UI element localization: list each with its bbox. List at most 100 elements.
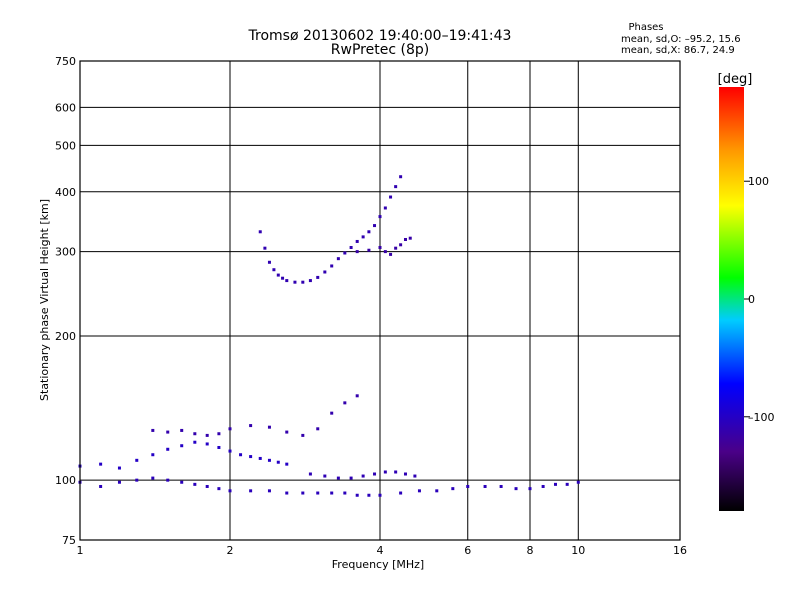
scatter-point [528,487,532,491]
colorbar [719,87,744,511]
scatter-point [389,252,393,256]
scatter-point [249,424,253,428]
scatter-point [293,280,297,284]
x-tick-label: 4 [377,544,384,557]
x-tick-label: 1 [77,544,84,557]
colorbar-tick-label: –100 [748,411,775,424]
scatter-point [316,275,320,279]
scatter-point [389,195,393,199]
scatter-point [323,270,327,274]
x-tick-label: 8 [527,544,534,557]
scatter-point [117,480,121,484]
scatter-point [336,257,340,261]
scatter-point [378,215,382,219]
x-axis-label: Frequency [MHz] [332,558,424,571]
scatter-point [276,273,280,277]
scatter-point [193,440,197,444]
chart-title: Tromsø 20130602 19:40:00–19:41:43 [248,28,512,44]
scatter-point [330,411,334,415]
scatter-point [499,484,503,488]
scatter-point [413,474,417,478]
scatter-point [403,472,407,476]
scatter-point [258,230,262,234]
stats-line-o: mean, sd,O: –95.2, 15.6 [621,34,741,45]
scatter-point [135,478,139,482]
scatter-point [349,245,353,249]
scatter-point [378,245,382,249]
plot-frame [79,60,681,541]
scatter-point [399,243,403,247]
scatter-point [267,260,271,264]
scatter-point [323,474,327,478]
colorbar-ticks: 100 0 –100 [744,175,775,424]
scatter-point [285,491,289,495]
scatter-point [373,224,377,228]
stats-heading: Phases [628,22,663,33]
scatter-point [166,478,170,482]
scatter-point [135,458,139,462]
scatter-point [272,268,276,272]
stats-line-x: mean, sd,X: 86.7, 24.9 [621,45,735,56]
scatter-point [166,447,170,451]
scatter-point [355,250,359,254]
scatter-point [193,482,197,486]
y-tick-label: 600 [55,101,76,114]
scatter-point [399,175,403,179]
scatter-point [355,394,359,398]
scatter-point [565,482,569,486]
scatter-point [514,487,518,491]
scatter-point [180,444,184,448]
y-axis-ticks: 75 100 200 300 400 500 600 750 [55,55,76,547]
y-axis-label: Stationary phase Virtual Height [km] [38,199,51,401]
scatter-point [228,449,232,453]
scatter-point [267,489,271,493]
scatter-point [394,470,398,474]
colorbar-tick-label: 0 [748,293,755,306]
x-axis-ticks: 1 2 4 6 8 10 16 [77,544,688,557]
scatter-point [308,279,312,283]
scatter-point [336,476,340,480]
scatter-point [451,487,455,491]
scatter-point [361,235,365,239]
scatter-point [151,428,155,432]
scatter-point [180,480,184,484]
scatter-point [417,489,421,493]
x-tick-label: 10 [571,544,585,557]
scatter-point [285,462,289,466]
x-tick-label: 2 [227,544,234,557]
scatter-point [151,453,155,457]
scatter-point [408,236,412,240]
y-tick-label: 300 [55,246,76,259]
scatter-point [228,427,232,431]
scatter-point [361,474,365,478]
y-tick-label: 400 [55,186,76,199]
scatter-point [316,491,320,495]
scatter-point [378,493,382,497]
scatter-point [263,246,267,250]
scatter-point [576,480,580,484]
scatter-point [180,428,184,432]
y-tick-label: 100 [55,474,76,487]
colorbar-label: [deg] [718,72,753,87]
scatter-point [205,433,209,437]
scatter-point [267,458,271,462]
scatter-point [301,280,305,284]
scatter-point [249,455,253,459]
scatter-point [343,401,347,405]
scatter-point [466,484,470,488]
scatter-point [205,442,209,446]
scatter-point [301,491,305,495]
scatter-point [249,489,253,493]
x-tick-label: 6 [464,544,471,557]
scatter-point [367,493,371,497]
scatter-point [285,430,289,434]
scatter-point [217,432,221,436]
x-tick-label: 16 [673,544,687,557]
scatter-point [403,237,407,241]
scatter-point [276,460,280,464]
scatter-point [316,427,320,431]
scatter-point [205,484,209,488]
scatter-point [394,246,398,250]
scatter-point [343,491,347,495]
